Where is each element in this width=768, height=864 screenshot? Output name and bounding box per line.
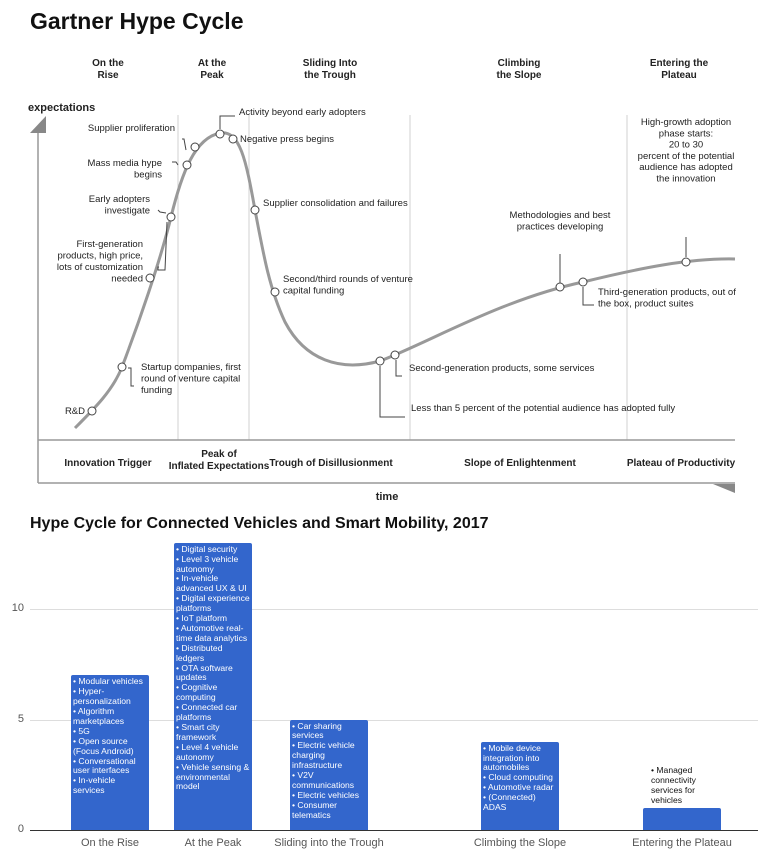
annotation-high-growth: High-growth adoption phase starts: 20 to 3… — [638, 117, 735, 185]
bottom-phase-label: Slope of Enlightenment — [464, 458, 576, 469]
bar-data-label: • Digital security • Level 3 vehicle aut… — [176, 543, 250, 792]
bar-chart: 0 5 10 • Modular vehicles • Hyper-personali… — [0, 530, 768, 864]
curve-point-third-gen — [578, 277, 588, 287]
bottom-phase-label: Plateau of Productivity — [627, 458, 736, 469]
annotation-early-adopters: Early adopters investigate — [89, 194, 151, 217]
top-phase-label: Climbing the Slope — [496, 58, 541, 81]
annotation-less-than-5: Less than 5 percent of the potential aud… — [411, 403, 675, 414]
top-phase-label: Sliding Into the Trough — [303, 58, 357, 81]
annotation-consolidation: Supplier consolidation and failures — [263, 198, 408, 209]
curve-point-first-gen — [145, 273, 155, 283]
annotation-third-gen: Third-generation products, out of the box… — [598, 287, 736, 310]
curve-point-rd — [87, 406, 97, 416]
curve-point-second-third — [270, 287, 280, 297]
bar-data-label: • Car sharing services • Electric vehicl… — [292, 720, 360, 820]
annotation-second-gen: Second-generation products, some service… — [409, 363, 595, 374]
curve-point-high-growth — [681, 257, 691, 267]
bar-data-label: • Mobile device integration into automob… — [483, 742, 554, 813]
curve-point-startup — [117, 362, 127, 372]
annotation-mass-media: Mass media hype begins — [88, 158, 163, 181]
x-axis-arrow-icon — [713, 484, 735, 493]
top-phase-label: Entering the Plateau — [650, 58, 709, 81]
bar: • Car sharing services • Electric vehicl… — [290, 719, 368, 830]
curve-point-less-than-5 — [375, 356, 385, 366]
curve-point-methodologies — [555, 282, 565, 292]
curve-point-supplier-proliferation — [190, 142, 200, 152]
bottom-phase-label: Peak of Inflated Expectations — [169, 449, 270, 472]
curve-point-mass-media — [182, 160, 192, 170]
hype-curve — [73, 131, 736, 430]
gridline — [30, 719, 758, 721]
x-category-label: Sliding into the Trough — [274, 837, 384, 849]
bar: • Digital security • Level 3 vehicle aut… — [174, 542, 252, 830]
bar: • Mobile device integration into automob… — [481, 741, 559, 830]
curve-point-activity — [215, 129, 225, 139]
top-phase-label: On the Rise — [92, 58, 124, 81]
hype-cycle-diagram: expectations time On the Rise At the Peak Sl… — [28, 58, 736, 503]
curve-point-consolidation — [250, 205, 260, 215]
x-axis-baseline — [30, 830, 758, 831]
bar-data-label: • Modular vehicles • Hyper-personalizati… — [73, 676, 143, 796]
curve-point-negative-press — [228, 134, 238, 144]
annotation-activity: Activity beyond early adopters — [239, 107, 366, 118]
annotation-rd: R&D — [65, 406, 85, 417]
x-category-label: Entering the Plateau — [632, 837, 732, 849]
bar: • Modular vehicles • Hyper-personalizati… — [71, 675, 149, 830]
annotation-supplier-proliferation: Supplier proliferation — [88, 123, 175, 134]
annotation-startup: Startup companies, first round of venture… — [141, 362, 241, 396]
top-phase-label: At the Peak — [198, 58, 227, 81]
x-axis-label: time — [376, 491, 399, 503]
y-tick-label: 0 — [17, 823, 24, 835]
x-category-label: Climbing the Slope — [473, 837, 567, 849]
curve-point-early-adopters — [166, 212, 176, 222]
y-axis-label: expectations — [28, 102, 95, 114]
page-title: Gartner Hype Cycle — [30, 8, 244, 34]
annotation-second-third: Second/third rounds of venture capital fu… — [283, 274, 413, 297]
annotation-methodologies: Methodologies and best practices developi… — [510, 210, 611, 233]
y-tick-label: 5 — [17, 712, 24, 725]
y-tick-label: 10 — [11, 602, 24, 614]
x-category-label: On the Rise — [80, 837, 140, 849]
x-category-label: At the Peak — [184, 837, 242, 849]
bar-data-label: • Managed connectivity services for vehi… — [651, 764, 696, 805]
bottom-phase-label: Innovation Trigger — [64, 458, 151, 469]
gridline — [30, 609, 758, 610]
curve-point-second-gen — [390, 350, 400, 360]
bottom-phase-label: Trough of Disillusionment — [269, 458, 393, 469]
y-axis-arrow-icon — [30, 116, 46, 133]
bar-chart-title: Hype Cycle for Connected Vehicles and Sm… — [30, 515, 489, 532]
annotation-first-gen: First-generation products, high price, lot… — [57, 239, 143, 285]
annotation-negative-press: Negative press begins — [240, 134, 334, 145]
bar — [643, 807, 721, 830]
